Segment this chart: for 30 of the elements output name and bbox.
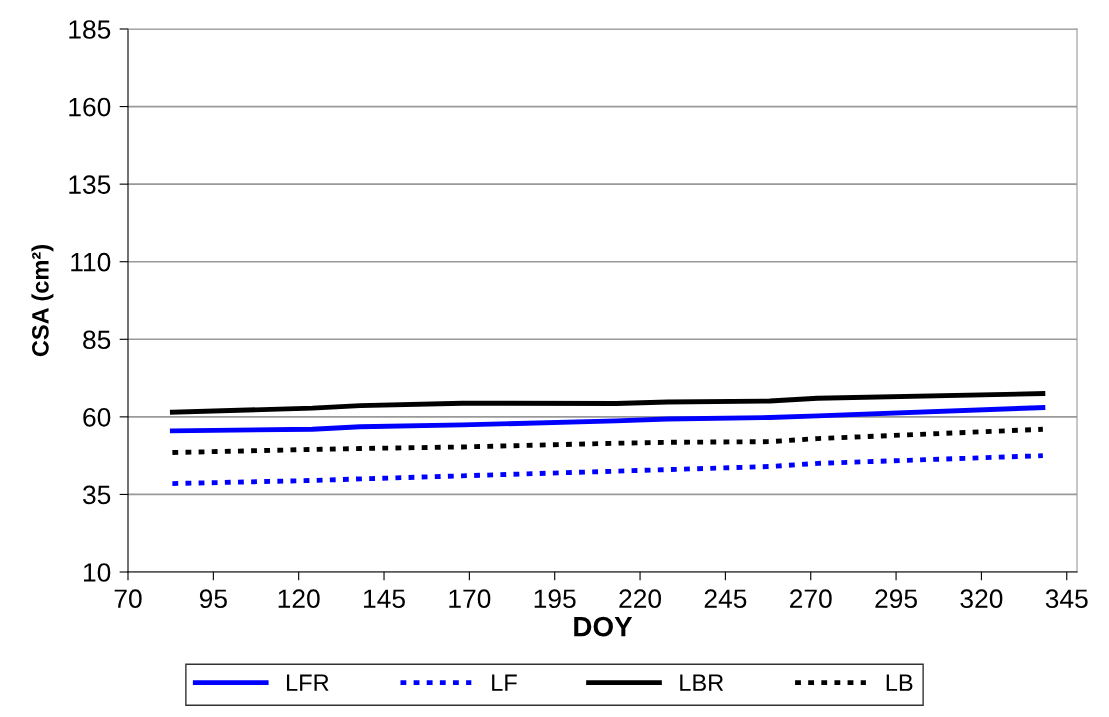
- x-axis-title: DOY: [574, 616, 633, 637]
- x-tick-label: 220: [619, 589, 662, 609]
- y-axis-title: CSA (cm²): [31, 245, 54, 357]
- x-tick-label: 120: [278, 589, 320, 609]
- y-tick-label: 110: [71, 252, 111, 272]
- line-series: [169, 453, 1046, 486]
- y-tick-label: 35: [82, 485, 111, 505]
- x-tick-label: 270: [790, 589, 832, 609]
- x-tick-label: 320: [960, 589, 1003, 609]
- x-tick-label: 95: [199, 589, 227, 609]
- x-tick-label: 295: [875, 589, 917, 609]
- legend-label: LF: [492, 674, 517, 691]
- line-series: [169, 426, 1046, 455]
- y-tick-label: 60: [83, 407, 111, 427]
- line-series: [169, 405, 1046, 434]
- y-tick-label: 160: [69, 97, 111, 117]
- y-tick-label: 135: [69, 175, 111, 194]
- x-tick-label: 145: [364, 589, 405, 609]
- x-tick-label: 195: [534, 589, 576, 609]
- line-series: [169, 391, 1046, 415]
- x-tick-label: 345: [1045, 589, 1088, 609]
- legend-label: LB: [886, 674, 913, 691]
- x-tick-label: 245: [704, 589, 747, 609]
- y-tick-label: 185: [69, 20, 111, 39]
- legend-label: LBR: [680, 674, 724, 691]
- x-tick-label: 170: [449, 589, 491, 609]
- legend-label: LFR: [286, 674, 329, 691]
- x-tick-label: 70: [114, 589, 142, 609]
- y-tick-label: 85: [83, 330, 111, 350]
- y-tick-label: 10: [84, 563, 111, 582]
